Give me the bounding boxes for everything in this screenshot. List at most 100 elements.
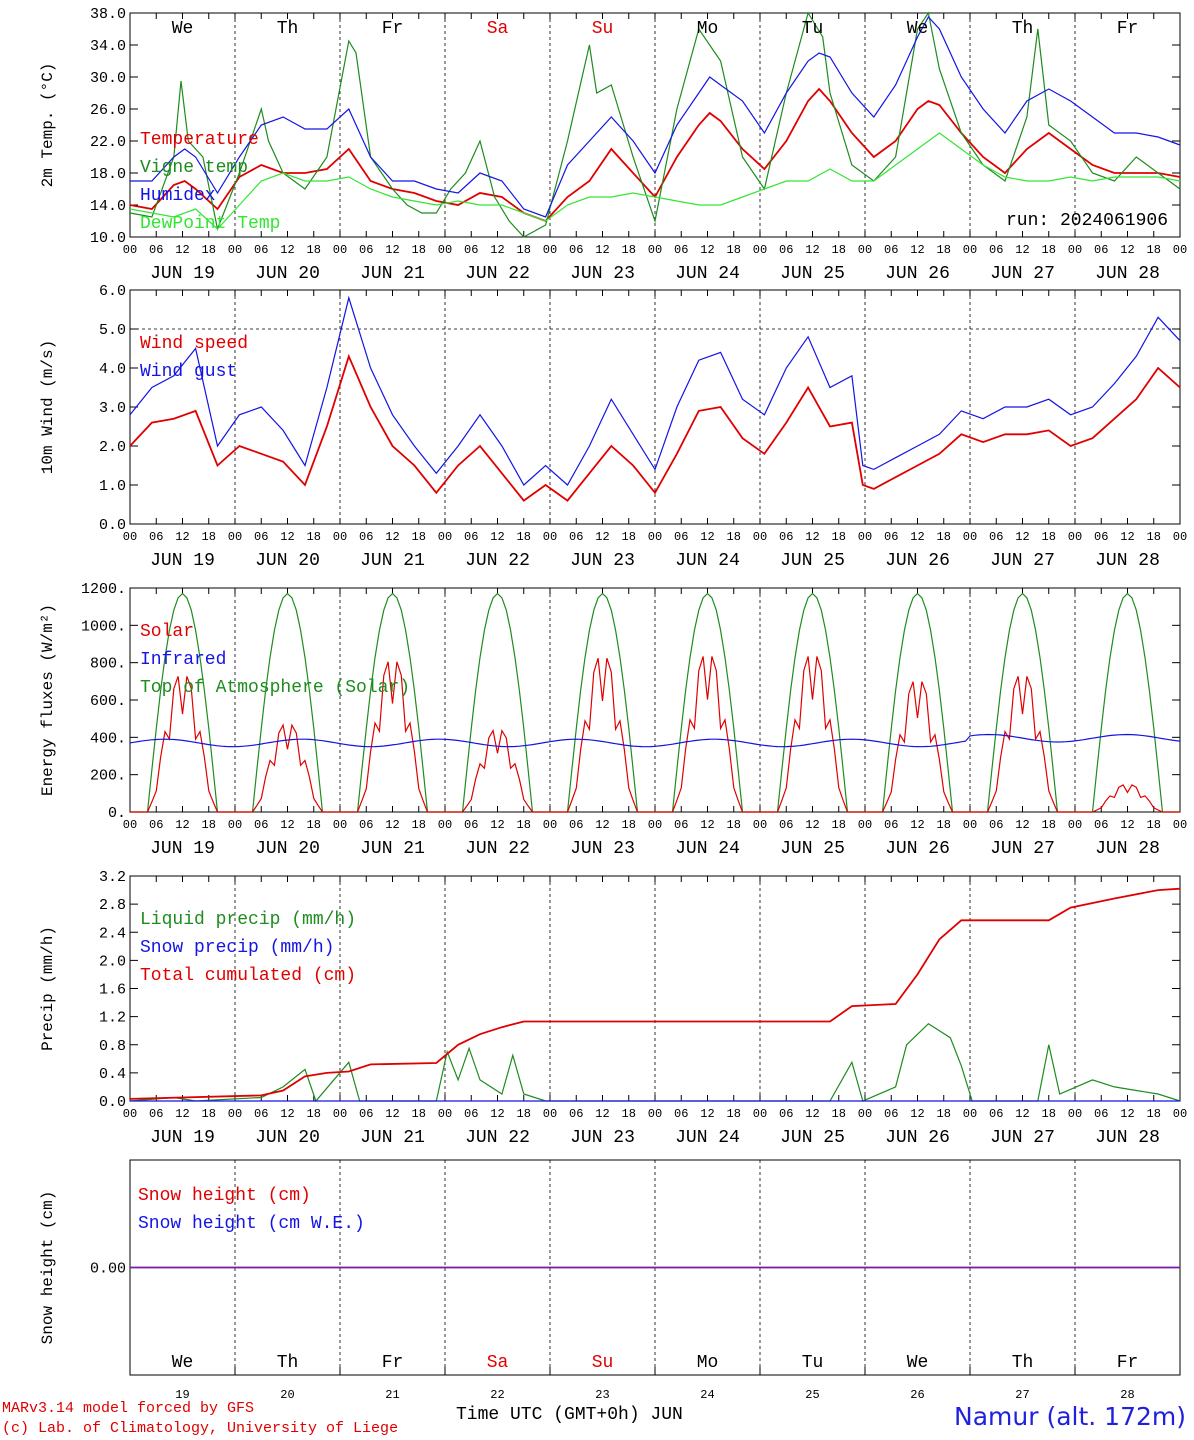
legend-entry: Vigne temp	[140, 158, 248, 178]
hour-tick-label: 06	[359, 530, 373, 544]
hour-tick-label: 00	[1173, 530, 1187, 544]
hour-tick-label: 00	[858, 243, 872, 257]
y-tick-label: 0.4	[99, 1066, 126, 1083]
weekday-label: Th	[277, 1353, 299, 1373]
weekday-label: We	[172, 1353, 194, 1373]
hour-tick-label: 18	[307, 1107, 321, 1121]
hour-tick-label: 00	[648, 818, 662, 832]
hour-tick-label: 06	[674, 1107, 688, 1121]
hour-tick-label: 18	[202, 243, 216, 257]
hour-tick-label: 06	[1094, 818, 1108, 832]
hour-tick-label: 00	[123, 1107, 137, 1121]
panel-3: 00 06 12 18 00 06 12 18 00 06 12 18 00 06 12 18 00 06 12 18…	[39, 581, 1187, 859]
weekday-label: Th	[277, 19, 299, 39]
date-label: JUN 27	[990, 264, 1055, 284]
hour-tick-label: 06	[779, 243, 793, 257]
y-tick-label: 34.0	[90, 38, 126, 55]
hour-tick-label: 00	[543, 1107, 557, 1121]
weekday-label: Tu	[802, 19, 824, 39]
weekday-label: Fr	[382, 1353, 404, 1373]
hour-tick-label: 00	[438, 1107, 452, 1121]
hour-tick-label: 00	[228, 1107, 242, 1121]
solar-line	[130, 656, 1180, 813]
hour-tick-label: 12	[805, 243, 819, 257]
hour-tick-label: 18	[727, 243, 741, 257]
y-axis-label: Precip (mm/h)	[39, 926, 57, 1051]
series-line	[129, 353, 1181, 502]
hour-tick-label: 00	[648, 243, 662, 257]
hour-tick-label: 06	[1094, 243, 1108, 257]
hour-tick-label: 18	[832, 530, 846, 544]
hour-tick-label: 18	[202, 1107, 216, 1121]
date-label: JUN 19	[150, 1128, 215, 1148]
hour-tick-label: 18	[1147, 818, 1161, 832]
legend-entry: Liquid precip (mm/h)	[140, 910, 356, 930]
y-tick-label: 22.0	[90, 134, 126, 151]
y-tick-label: 30.0	[90, 70, 126, 87]
hour-tick-label: 12	[490, 530, 504, 544]
hour-tick-label: 00	[333, 1107, 347, 1121]
series-line	[129, 87, 1181, 223]
hour-tick-label: 12	[175, 818, 189, 832]
hour-tick-label: 00	[1068, 243, 1082, 257]
legend-entry: Temperature	[140, 130, 259, 150]
station-label: Namur (alt. 172m)	[954, 1402, 1186, 1431]
hour-tick-label: 00	[858, 1107, 872, 1121]
plot-frame	[129, 12, 1181, 238]
hour-tick-label: 18	[202, 530, 216, 544]
hour-tick-label: 12	[1120, 530, 1134, 544]
date-label: JUN 22	[465, 839, 530, 859]
date-label: JUN 25	[780, 839, 845, 859]
weekday-label: We	[907, 1353, 929, 1373]
hour-tick-label: 18	[832, 1107, 846, 1121]
hour-tick-label: 06	[989, 243, 1003, 257]
date-label: JUN 24	[675, 551, 740, 571]
date-label: JUN 19	[150, 551, 215, 571]
hour-tick-label: 18	[937, 1107, 951, 1121]
hour-tick-label: 18	[622, 1107, 636, 1121]
hour-tick-label: 12	[910, 818, 924, 832]
y-axis-label: 2m Temp. (°C)	[39, 63, 57, 188]
hour-tick-label: 00	[753, 1107, 767, 1121]
infrared-line	[129, 733, 1181, 748]
weekday-label: We	[172, 19, 194, 39]
hour-tick-label: 06	[149, 243, 163, 257]
date-label: JUN 25	[780, 551, 845, 571]
legend-entry: Solar	[140, 622, 194, 642]
y-tick-label: 5.0	[99, 322, 126, 339]
hour-tick-label: 06	[254, 1107, 268, 1121]
hour-tick-label: 06	[569, 818, 583, 832]
hour-tick-label: 18	[307, 530, 321, 544]
hour-tick-label: 00	[333, 243, 347, 257]
weekday-label: Th	[1012, 1353, 1034, 1373]
weekday-label: Su	[592, 19, 614, 39]
hour-tick-label: 12	[1120, 243, 1134, 257]
hour-tick-label: 18	[727, 1107, 741, 1121]
hour-tick-label: 18	[1042, 530, 1056, 544]
hour-tick-label: 00	[438, 530, 452, 544]
hour-tick-label: 12	[1015, 243, 1029, 257]
hour-tick-label: 12	[385, 1107, 399, 1121]
hour-tick-label: 00	[753, 530, 767, 544]
y-tick-label: 2.0	[99, 439, 126, 456]
hour-tick-label: 00	[1173, 1107, 1187, 1121]
hour-tick-label: 12	[700, 530, 714, 544]
y-tick-label: 400.	[90, 730, 126, 747]
y-tick-label: 3.0	[99, 400, 126, 417]
hour-tick-label: 12	[385, 243, 399, 257]
hour-tick-label: 06	[149, 818, 163, 832]
series-line	[130, 15, 1181, 218]
hour-tick-label: 18	[622, 243, 636, 257]
date-label: JUN 21	[360, 264, 425, 284]
hour-tick-label: 00	[1173, 243, 1187, 257]
weekday-label: Sa	[487, 1353, 509, 1373]
hour-tick-label: 18	[622, 530, 636, 544]
hour-tick-label: 00	[123, 818, 137, 832]
hour-tick-label: 12	[280, 243, 294, 257]
hour-tick-label: 18	[412, 243, 426, 257]
hour-tick-label: 18	[517, 243, 531, 257]
date-label: JUN 20	[255, 551, 320, 571]
date-label: JUN 26	[885, 1128, 950, 1148]
legend-entry: DewPoint Temp	[140, 214, 280, 234]
weekday-label: Fr	[1117, 1353, 1139, 1373]
